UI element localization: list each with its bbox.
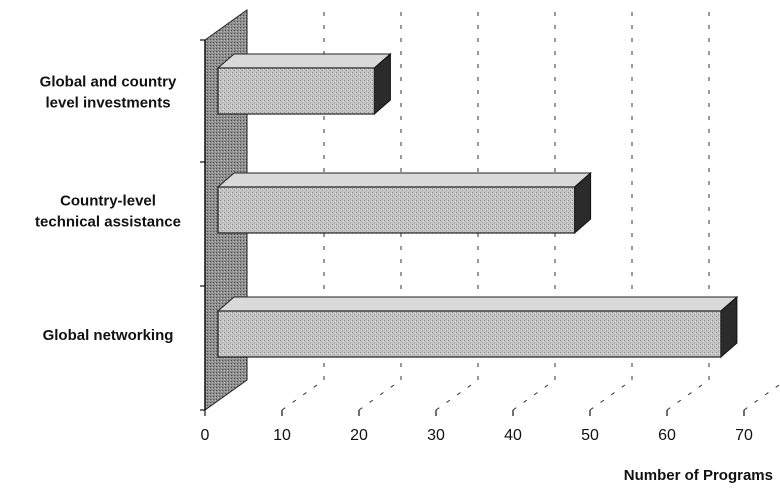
bar-top-face [216,53,392,69]
category-label: Global networking [43,327,174,344]
grid-line-floor [358,379,402,411]
grid-line-floor [435,379,479,411]
bar-top-face [216,172,592,188]
x-tick-label: 10 [273,427,291,444]
x-tick-label: 40 [504,427,522,444]
grid-line-floor [666,379,710,411]
x-tick-label: 0 [201,427,210,444]
bar [217,310,722,358]
category-label: Global and country [40,74,177,91]
bar [217,186,576,234]
x-tick-label: 30 [427,427,445,444]
labels: Global and country level investments Count… [35,74,181,345]
category-label: level investments [45,95,170,112]
grid-line-floor [743,383,780,411]
x-axis-title: Number of Programs [624,467,773,484]
bar [217,67,375,115]
axes: 0 10 20 30 40 50 60 70 [200,39,753,444]
x-tick-label: 60 [658,427,676,444]
grid-line-floor [281,379,325,411]
bar-top-face [216,296,739,312]
grid-line-floor [589,379,633,411]
bars [216,52,739,359]
x-tick-label: 20 [350,427,368,444]
x-tick-label: 50 [581,427,599,444]
category-label: Country-level [60,193,156,210]
category-label: technical assistance [35,214,181,231]
grid-line-floor [512,379,556,411]
x-tick-label: 70 [735,427,753,444]
